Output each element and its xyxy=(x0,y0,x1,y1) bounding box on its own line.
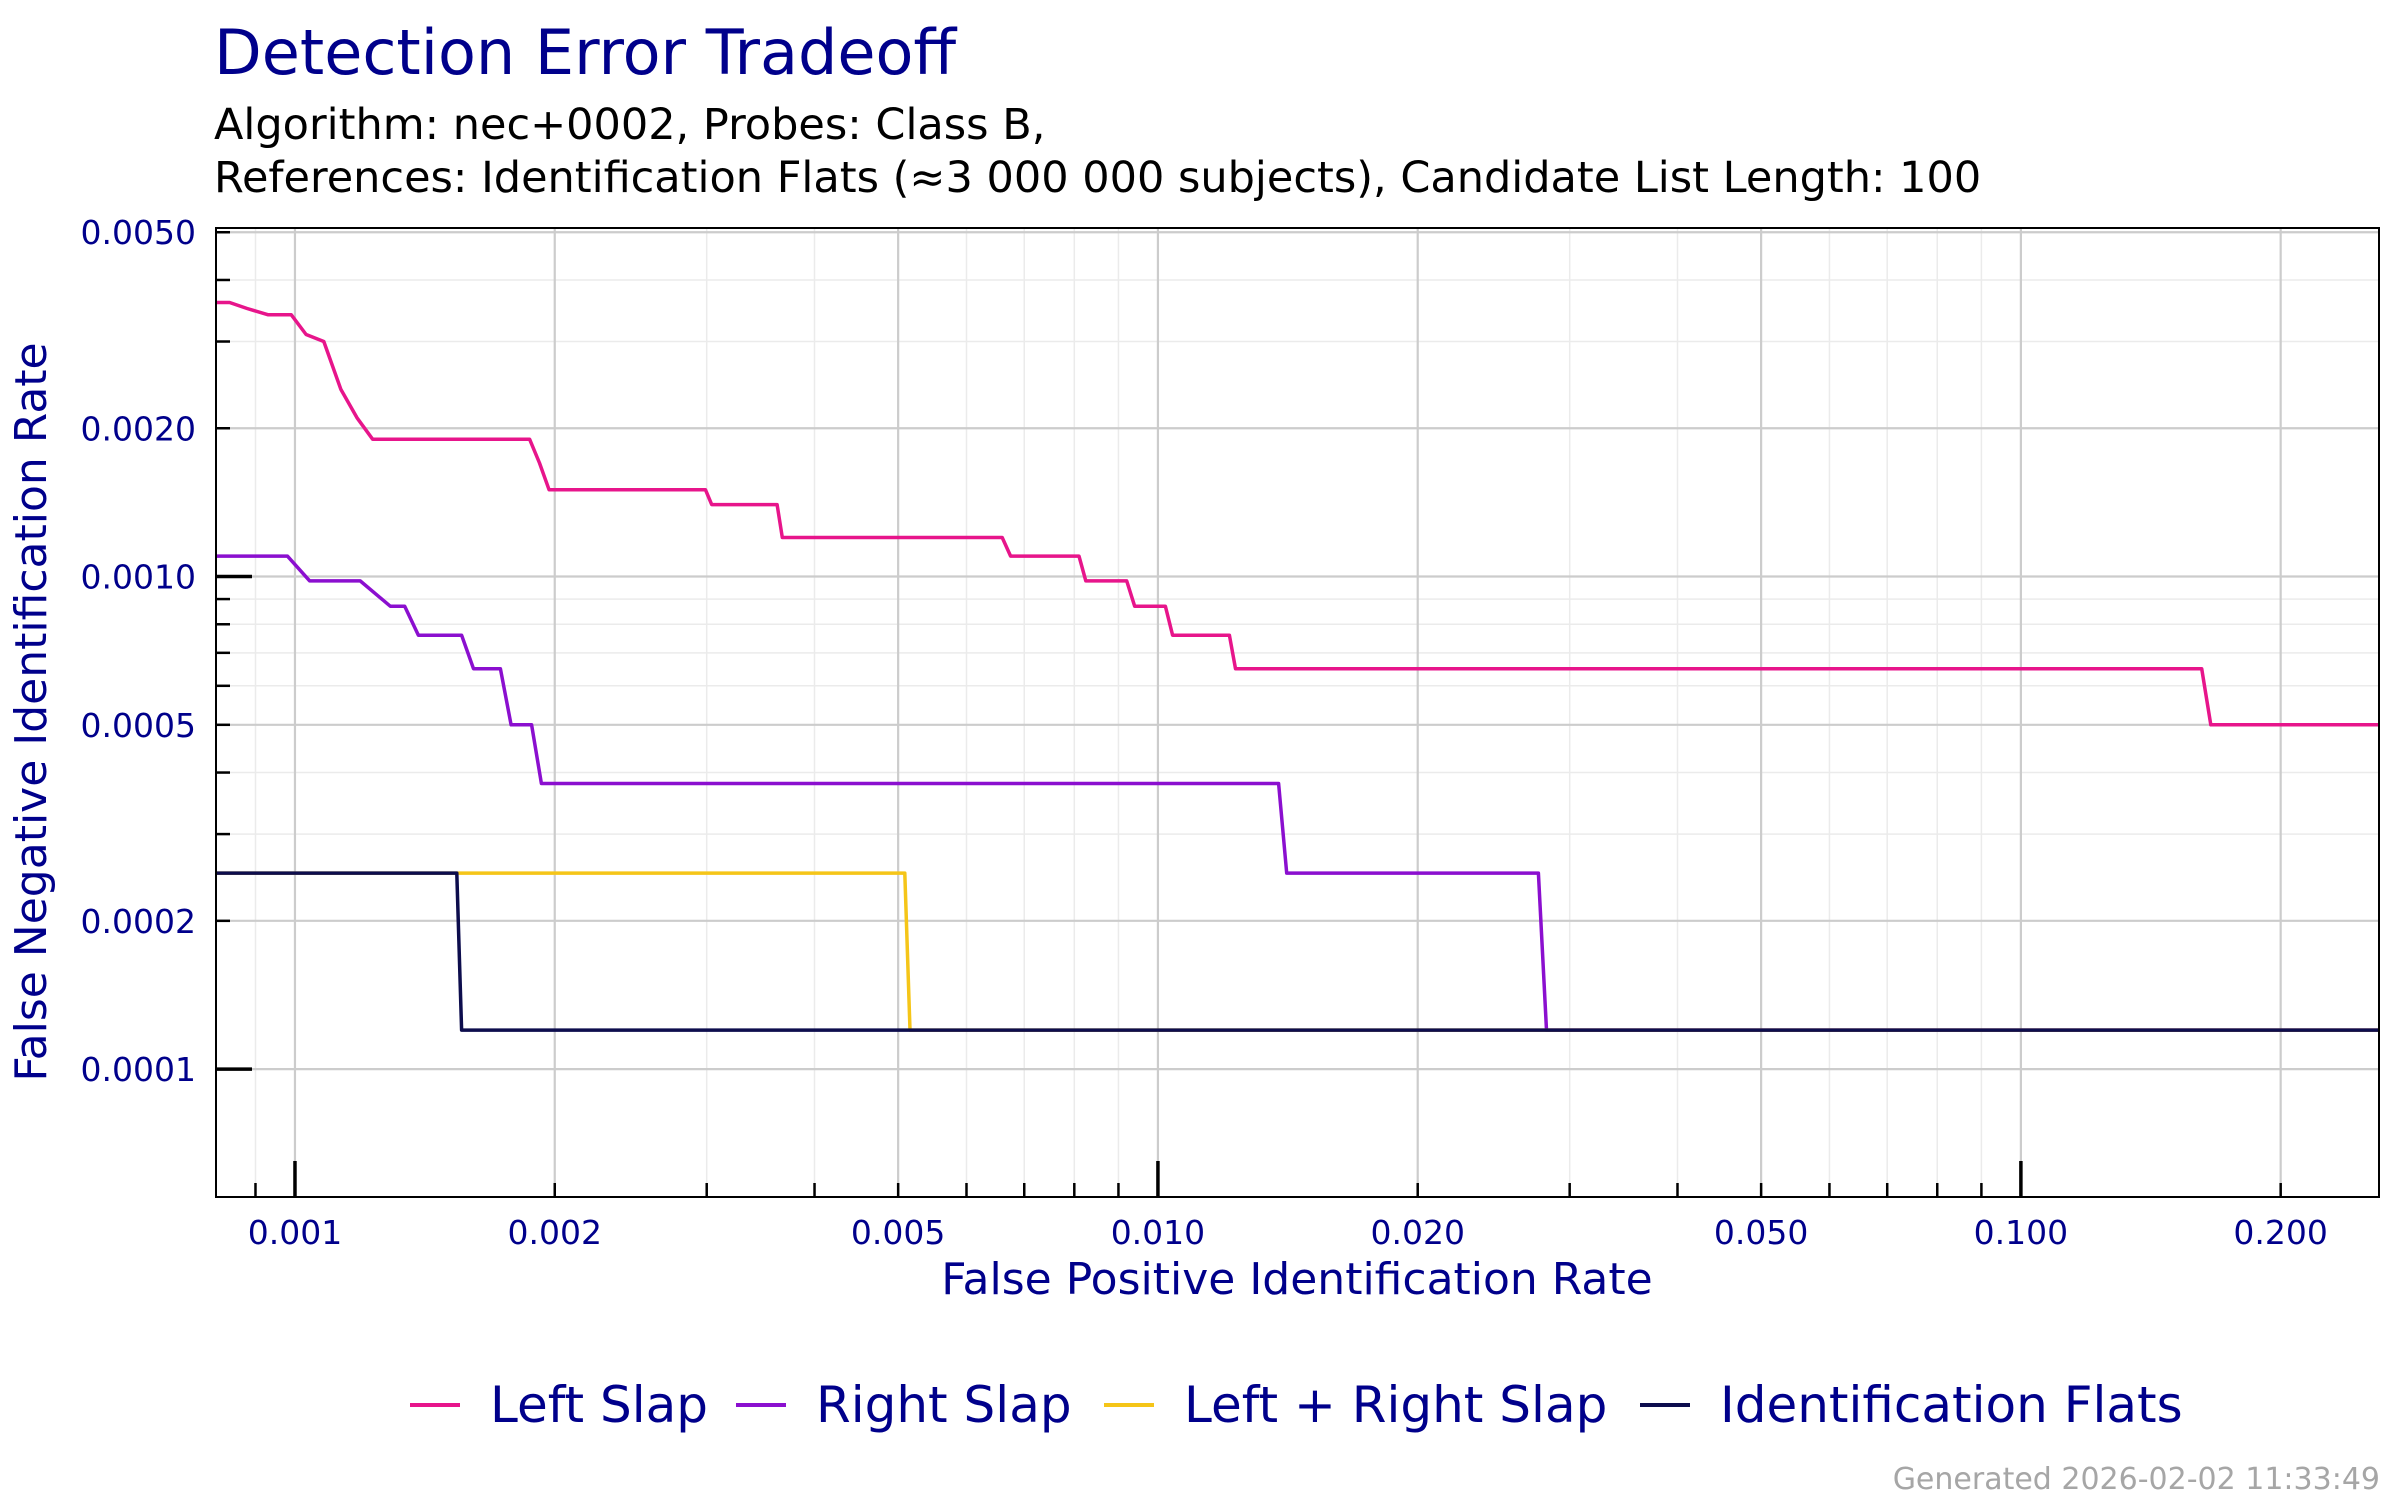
series-lines xyxy=(216,300,2379,1032)
series-line-left-slap xyxy=(216,300,2379,727)
x-tick-label: 0.050 xyxy=(1714,1213,1808,1252)
x-tick-labels: 0.001 0.002 0.005 0.010 0.020 0.050 0.100 0.200 xyxy=(248,1213,2328,1252)
y-tick-labels: 0.0001 0.0002 0.0005 0.0010 0.0020 0.0050 xyxy=(81,213,196,1089)
generated-timestamp: Generated 2026-02-02 11:33:49 xyxy=(1893,1462,2380,1497)
legend-label-left-right-slap: Left + Right Slap xyxy=(1184,1376,1607,1434)
major-gridlines xyxy=(216,228,2379,1197)
series-line-right-slap xyxy=(216,554,2379,1032)
x-tick-label: 0.200 xyxy=(2233,1213,2327,1252)
y-axis-title: False Negative Identification Rate xyxy=(6,342,57,1081)
axis-ticks xyxy=(216,230,2282,1197)
x-tick-label: 0.001 xyxy=(248,1213,342,1252)
y-tick-label: 0.0001 xyxy=(81,1050,196,1089)
minor-gridlines xyxy=(216,228,2379,1197)
y-tick-label: 0.0010 xyxy=(81,558,196,597)
series-line-left-right-slap xyxy=(216,871,2379,1032)
x-tick-label: 0.020 xyxy=(1370,1213,1464,1252)
plot-frame xyxy=(215,227,2380,1198)
x-tick-label: 0.002 xyxy=(508,1213,602,1252)
y-tick-label: 0.0050 xyxy=(81,213,196,252)
x-axis-title: False Positive Identification Rate xyxy=(941,1254,1652,1305)
x-tick-label: 0.005 xyxy=(851,1213,945,1252)
y-tick-label: 0.0002 xyxy=(81,902,196,941)
chart-title: Detection Error Tradeoff xyxy=(214,16,957,89)
legend-label-left-slap: Left Slap xyxy=(490,1376,708,1434)
y-tick-label: 0.0020 xyxy=(81,409,196,448)
x-tick-label: 0.100 xyxy=(1974,1213,2068,1252)
y-tick-label: 0.0005 xyxy=(81,706,196,745)
chart-subtitle-line-1: Algorithm: nec+0002, Probes: Class B, xyxy=(214,100,1045,150)
series-line-identification-flats xyxy=(216,871,2379,1032)
legend-label-right-slap: Right Slap xyxy=(816,1376,1072,1434)
chart-subtitle-line-2: References: Identification Flats (≈3 000… xyxy=(214,153,1981,203)
legend: Left Slap Right Slap Left + Right Slap Iden… xyxy=(410,1376,2183,1434)
legend-label-identification-flats: Identification Flats xyxy=(1720,1376,2183,1434)
x-tick-label: 0.010 xyxy=(1111,1213,1205,1252)
